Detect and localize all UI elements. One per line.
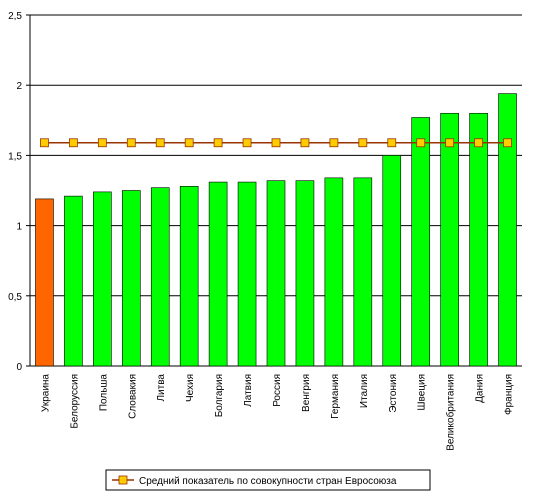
bar <box>179 185 199 367</box>
average-marker <box>474 138 483 148</box>
average-marker <box>416 138 426 148</box>
average-marker <box>503 138 512 148</box>
x-tick-label: Литва <box>156 374 167 402</box>
bar <box>498 93 517 367</box>
bar <box>469 112 488 367</box>
bar <box>295 180 315 367</box>
average-marker <box>445 138 455 148</box>
average-marker <box>69 138 78 148</box>
bar <box>353 177 373 367</box>
x-tick-label: Словакия <box>127 374 138 419</box>
x-tick-label: Италия <box>359 374 370 408</box>
x-tick-label: Польша <box>98 374 109 412</box>
legend-marker <box>118 475 128 485</box>
bar <box>237 181 257 367</box>
bar <box>324 177 344 367</box>
y-tick-label: 1 <box>16 222 22 233</box>
average-marker <box>358 138 368 148</box>
average-marker <box>126 138 136 148</box>
x-tick-label: Латвия <box>243 374 254 407</box>
average-marker <box>40 138 49 148</box>
bar <box>411 117 431 367</box>
bar <box>93 191 112 367</box>
average-marker <box>97 138 107 148</box>
bar <box>208 181 228 367</box>
x-tick-label: Венгрия <box>301 374 312 412</box>
x-tick-label: Франция <box>504 374 515 415</box>
x-tick-label: Украина <box>40 374 51 413</box>
y-tick-label: 0 <box>16 362 22 373</box>
bar <box>440 112 459 367</box>
legend-box <box>105 469 431 491</box>
bar <box>266 180 286 367</box>
y-tick-label: 1,5 <box>8 151 22 162</box>
y-tick-label: 0,5 <box>8 292 22 303</box>
bar <box>382 155 402 367</box>
average-marker <box>329 138 339 148</box>
bar <box>64 195 83 367</box>
y-tick-label: 2 <box>16 81 22 92</box>
legend-label: Средний показатель по совокупности стран… <box>139 476 397 487</box>
bar <box>121 190 141 367</box>
average-marker <box>242 138 252 148</box>
x-tick-label: Белоруссия <box>69 374 80 429</box>
x-tick-label: Германия <box>330 374 341 419</box>
average-marker <box>155 138 165 148</box>
average-marker <box>213 138 223 148</box>
average-marker <box>300 138 310 148</box>
x-tick-label: Дания <box>475 374 486 403</box>
average-marker <box>271 138 281 148</box>
x-tick-label: Чехия <box>185 374 196 402</box>
bar <box>35 198 54 367</box>
x-tick-label: Великобритания <box>445 374 457 451</box>
x-tick-label: Россия <box>272 374 283 407</box>
average-marker <box>387 138 397 148</box>
x-tick-label: Швеция <box>417 374 428 411</box>
x-tick-label: Эстония <box>388 374 399 413</box>
x-tick-label: Болгария <box>214 374 225 417</box>
y-tick-label: 2,5 <box>8 11 22 22</box>
bar <box>150 187 170 367</box>
average-marker <box>184 138 194 148</box>
